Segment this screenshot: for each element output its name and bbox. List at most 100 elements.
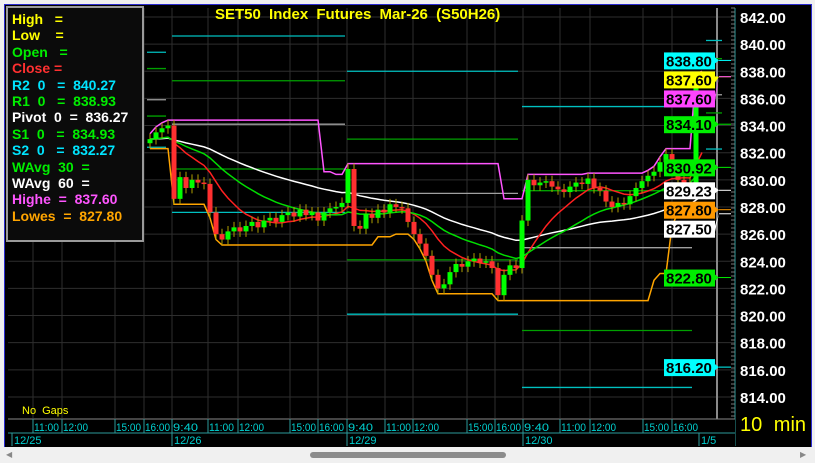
candle — [435, 274, 441, 289]
candle — [261, 220, 267, 228]
candle — [573, 182, 579, 187]
y-tick-label: 836.00 — [740, 91, 786, 108]
y-tick-label: 834.00 — [740, 119, 786, 136]
y-tick-label: 814.00 — [740, 390, 786, 407]
candle — [345, 168, 351, 203]
candle — [543, 181, 549, 183]
scroll-left-icon[interactable]: ◀ — [6, 450, 13, 459]
candle — [153, 132, 159, 140]
candle — [549, 181, 555, 187]
date-tick-label: 12/26 — [174, 435, 202, 447]
candle — [537, 182, 543, 186]
candle — [195, 179, 201, 183]
price-arrow-icon — [715, 274, 719, 281]
candle — [597, 187, 603, 191]
candle — [375, 209, 381, 218]
legend-row: Pivot 0 = 836.27 — [12, 109, 129, 126]
candle — [267, 217, 273, 221]
legend-row: Open = — [12, 43, 68, 60]
candle — [339, 202, 345, 207]
time-tick-label: 9:40 — [348, 422, 373, 434]
candle — [363, 213, 369, 229]
time-tick-label: 12:00 — [63, 422, 88, 434]
candle — [621, 202, 627, 205]
y-tick-label: 832.00 — [740, 146, 786, 163]
price-arrow-icon — [715, 121, 719, 128]
candle — [303, 209, 309, 216]
candle — [609, 201, 615, 207]
candle — [225, 231, 231, 240]
candle — [681, 179, 687, 183]
date-tick-label: 1/5 — [701, 435, 716, 447]
price-arrow-icon — [715, 213, 719, 232]
legend-row: Low = — [12, 27, 64, 44]
candle — [519, 220, 525, 269]
date-tick-label: 12/25 — [14, 435, 42, 447]
candle — [663, 154, 669, 163]
price-badge — [664, 220, 715, 238]
price-badge-label: 827.50 — [666, 222, 712, 239]
candle — [567, 186, 573, 193]
candle — [591, 178, 597, 188]
price-arrow-icon — [715, 364, 719, 371]
lowest-low-line — [150, 147, 702, 302]
candle — [471, 258, 477, 262]
time-tick-label: 16:00 — [496, 422, 521, 434]
candle — [495, 268, 501, 296]
y-tick-label: 828.00 — [740, 200, 786, 217]
legend-row: High = — [12, 11, 63, 27]
wavg-60-line — [149, 137, 703, 242]
candle — [351, 168, 357, 226]
time-tick-label: 11:00 — [561, 422, 586, 434]
candle — [561, 189, 567, 193]
time-tick-label: 16:00 — [145, 422, 170, 434]
candle — [483, 261, 489, 263]
candle — [441, 284, 447, 289]
time-tick-label: 9:40 — [524, 422, 549, 434]
price-badge-label: 837.60 — [666, 72, 712, 89]
candle — [285, 212, 291, 216]
candle — [447, 272, 453, 285]
gap-mode-label: No Gaps — [22, 405, 69, 417]
candle — [249, 221, 255, 226]
price-badge — [664, 90, 715, 108]
candle — [423, 243, 429, 256]
candle — [387, 204, 393, 213]
legend-row: Close = — [12, 60, 63, 77]
price-badge — [664, 359, 715, 377]
legend-row: S1 0 = 834.93 — [12, 125, 116, 142]
timeframe-label[interactable]: 10 min — [740, 414, 807, 436]
legend-row: Highe = 837.60 — [12, 191, 118, 208]
price-badge — [664, 71, 715, 89]
y-tick-label: 826.00 — [740, 227, 786, 244]
price-badge — [664, 116, 715, 134]
candle — [405, 208, 411, 222]
y-tick-label: 842.00 — [740, 10, 786, 27]
scrollbar-thumb[interactable] — [310, 452, 506, 458]
horizontal-scrollbar[interactable]: ◀ ▶ — [0, 447, 815, 463]
time-tick-label: 12:00 — [591, 422, 616, 434]
candle — [297, 209, 303, 217]
candle — [603, 190, 609, 202]
time-tick-label: 16:00 — [673, 422, 698, 434]
price-badge-label: 834.10 — [666, 117, 712, 134]
candle — [189, 179, 195, 188]
legend-row: Lowes = 827.80 — [12, 207, 123, 224]
price-badge-label: 822.80 — [666, 271, 712, 288]
time-tick-label: 15:00 — [291, 422, 316, 434]
candle — [531, 179, 537, 186]
legend-row: S2 0 = 832.27 — [12, 142, 116, 159]
price-badge — [664, 52, 715, 70]
candle — [201, 182, 207, 185]
legend-row: R1 0 = 838.93 — [12, 93, 116, 110]
date-tick-label: 12/29 — [349, 435, 377, 447]
price-arrow-icon — [715, 164, 719, 171]
candle — [453, 263, 459, 273]
candle — [279, 215, 285, 222]
time-tick-label: 9:40 — [173, 422, 198, 434]
candle — [525, 179, 531, 221]
legend-row: WAvg 30 = — [12, 158, 90, 175]
scroll-right-icon[interactable]: ▶ — [800, 450, 807, 459]
candle — [183, 177, 189, 188]
candle — [501, 274, 507, 296]
